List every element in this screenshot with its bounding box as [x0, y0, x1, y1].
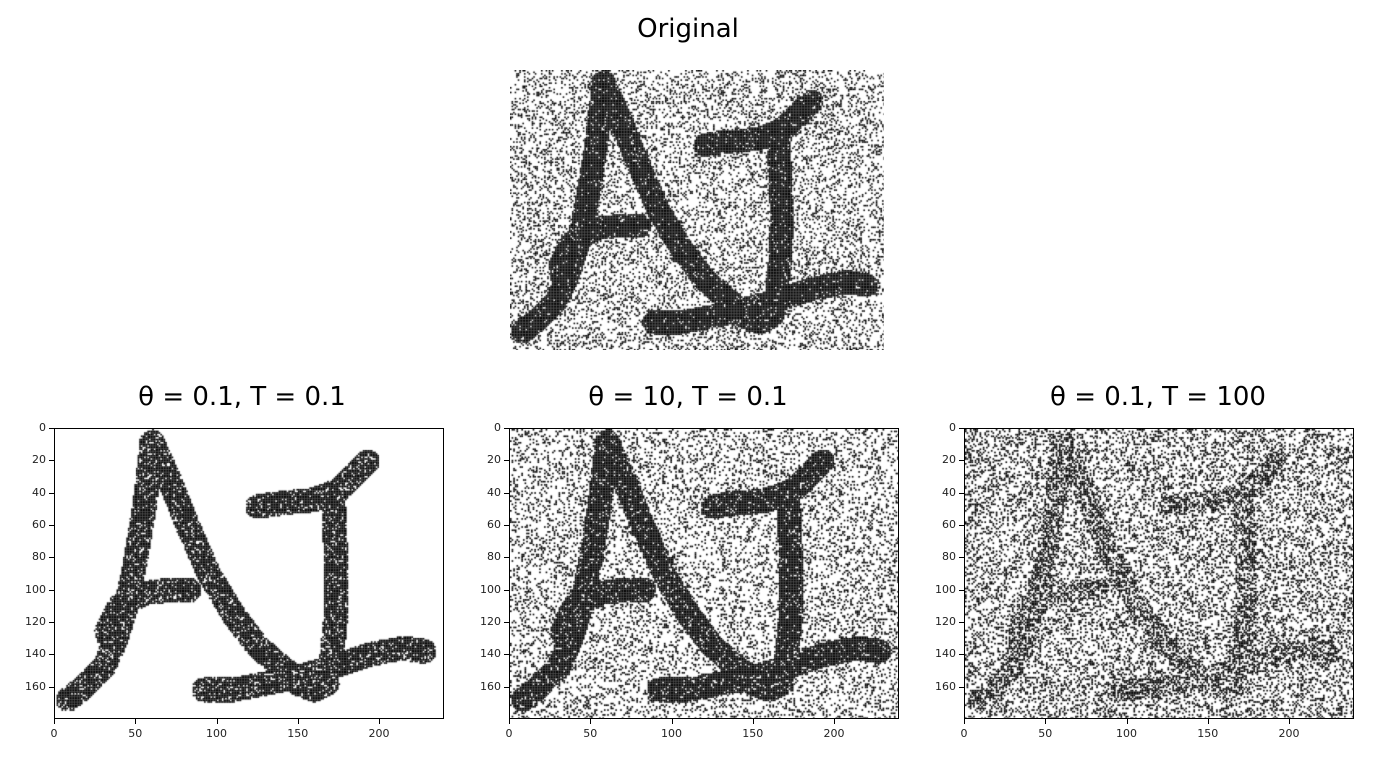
panel-1-x-tickmark — [216, 719, 218, 724]
panel-3-y-tickmark — [959, 589, 964, 591]
panel-3-x-tickmark — [1045, 719, 1047, 724]
panel-2-y-tickmark — [504, 589, 509, 591]
panel-2-y-tick-80: 80 — [487, 550, 501, 564]
panel-1-x-tickmark — [54, 719, 55, 724]
panel-3-y-tick-80: 80 — [942, 550, 956, 564]
panel-1-x-tick-150: 150 — [287, 727, 309, 740]
panel-3-x-tickmark — [1207, 719, 1209, 724]
panel-1-y-tick-160: 160 — [25, 679, 46, 693]
panel-1-y-tick-0: 0 — [39, 421, 46, 434]
panel-1-y-tickmark — [49, 460, 54, 462]
panel-2-y-tick-120: 120 — [480, 615, 501, 628]
panel-1-y-tickmark — [49, 622, 54, 623]
panel-2-y-tick-60: 60 — [487, 518, 501, 531]
panel-3-y-tick-40: 40 — [942, 485, 956, 499]
panel-3-x-tickmark — [964, 719, 965, 724]
panel-3-y-tickmark — [959, 557, 964, 559]
panel-2-y-tickmark — [504, 686, 509, 688]
panel-1-y-tick-40: 40 — [32, 485, 46, 499]
panel-1-y-tickmark — [49, 557, 54, 559]
panel-2-y-tick-40: 40 — [487, 485, 501, 499]
panel-3-y-tickmark — [959, 622, 964, 623]
panel-3-x-tick-0: 0 — [960, 727, 968, 740]
panel-3-y-tick-120: 120 — [935, 615, 956, 628]
panel-1-y-tick-80: 80 — [32, 550, 46, 564]
panel-2-y-tickmark — [504, 557, 509, 559]
panel-1-x-tickmark — [297, 719, 299, 724]
panel-3-y-tick-160: 160 — [935, 679, 956, 693]
panel-2-y-tick-20: 20 — [487, 453, 501, 467]
panel-1-title: θ = 0.1, T = 0.1 — [138, 382, 346, 412]
panel-1-y-tickmark — [49, 654, 54, 656]
panel-2-y-tickmark — [504, 460, 509, 462]
panel-1-y-tick-140: 140 — [25, 647, 46, 661]
panel-2-x-tick-0: 0 — [505, 727, 513, 740]
panel-3-x-tick-50: 50 — [1038, 727, 1053, 740]
panel-2-x-tickmark — [752, 719, 754, 724]
panel-2-y-tickmark — [504, 428, 509, 429]
panel-1-x-tick-100: 100 — [206, 727, 227, 740]
panel-1-y-tick-100: 100 — [25, 582, 46, 596]
panel-3-y-tick-0: 0 — [949, 421, 956, 434]
panel-1-x-tick-200: 200 — [368, 727, 390, 740]
panel-1-x-tickmark — [379, 719, 380, 724]
panel-3-image — [964, 428, 1354, 719]
panel-3-x-tick-200: 200 — [1278, 727, 1300, 740]
panel-3-y-tickmark — [959, 428, 964, 429]
panel-1-x-tick-0: 0 — [50, 727, 58, 740]
panel-2-image — [509, 428, 899, 719]
panel-3-y-tickmark — [959, 492, 964, 494]
panel-2-y-tickmark — [504, 622, 509, 623]
panel-3-y-tickmark — [959, 460, 964, 462]
panel-1-y-tickmark — [49, 589, 54, 591]
panel-2-x-tick-50: 50 — [583, 727, 598, 740]
panel-1-image — [54, 428, 444, 719]
panel-3-x-tick-100: 100 — [1116, 727, 1137, 740]
panel-3-y-tickmark — [959, 525, 964, 526]
panel-2-y-tickmark — [504, 654, 509, 656]
panel-3-y-tick-140: 140 — [935, 647, 956, 661]
panel-2-x-tickmark — [834, 719, 835, 724]
panel-2-y-tickmark — [504, 525, 509, 526]
panel-1-x-tick-50: 50 — [128, 727, 143, 740]
panel-1-y-tickmark — [49, 525, 54, 526]
panel-1-y-tick-120: 120 — [25, 615, 46, 628]
panel-3-x-tickmark — [1126, 719, 1128, 724]
panel-2-x-tick-200: 200 — [823, 727, 845, 740]
panel-2-y-tick-100: 100 — [480, 582, 501, 596]
panel-3-y-tick-20: 20 — [942, 453, 956, 467]
panel-2-x-tickmark — [671, 719, 673, 724]
panel-1-y-tickmark — [49, 492, 54, 494]
panel-1-y-tickmark — [49, 428, 54, 429]
panel-2-y-tick-140: 140 — [480, 647, 501, 661]
panel-2-y-tick-160: 160 — [480, 679, 501, 693]
panel-2-x-tick-150: 150 — [742, 727, 764, 740]
panel-1-y-tick-60: 60 — [32, 518, 46, 531]
panel-3-y-tickmark — [959, 686, 964, 688]
original-title: Original — [637, 14, 739, 44]
panel-2-x-tickmark — [590, 719, 592, 724]
original-image — [510, 70, 884, 350]
panel-3-y-tickmark — [959, 654, 964, 656]
panel-3-x-tickmark — [1289, 719, 1290, 724]
panel-3-y-tick-100: 100 — [935, 582, 956, 596]
panel-2-x-tickmark — [509, 719, 510, 724]
panel-1-y-tick-20: 20 — [32, 453, 46, 467]
panel-3-title: θ = 0.1, T = 100 — [1050, 382, 1266, 412]
panel-2-title: θ = 10, T = 0.1 — [588, 382, 788, 412]
panel-1-y-tickmark — [49, 686, 54, 688]
panel-3-x-tick-150: 150 — [1197, 727, 1219, 740]
panel-1-x-tickmark — [135, 719, 137, 724]
panel-2-y-tickmark — [504, 492, 509, 494]
panel-2-y-tick-0: 0 — [494, 421, 501, 434]
panel-2-x-tick-100: 100 — [661, 727, 682, 740]
panel-3-y-tick-60: 60 — [942, 518, 956, 531]
